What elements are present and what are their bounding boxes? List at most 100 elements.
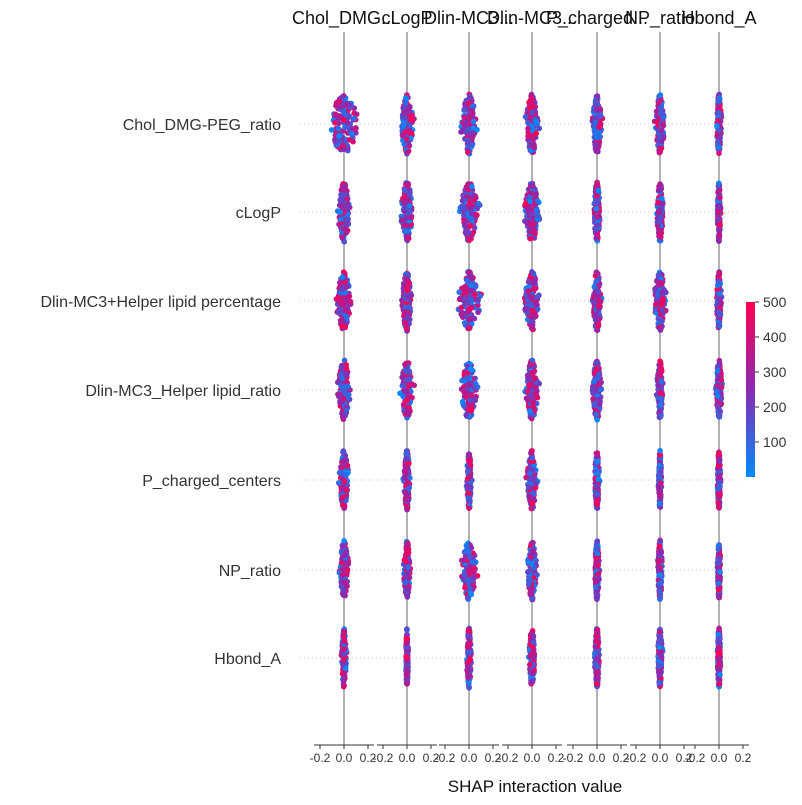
point (336, 113, 343, 119)
point (345, 216, 351, 222)
point (655, 300, 661, 306)
point (657, 227, 664, 234)
point (529, 109, 536, 116)
point (402, 489, 409, 495)
point (592, 99, 599, 105)
cell-4-1 (400, 448, 413, 513)
cell-1-3 (522, 180, 543, 242)
point (529, 455, 536, 461)
point (399, 217, 405, 223)
point (525, 119, 531, 126)
cell-1-6 (714, 180, 724, 244)
point (594, 93, 601, 99)
point (529, 501, 535, 507)
point (337, 209, 344, 216)
point (656, 219, 662, 225)
point (404, 294, 411, 300)
point (716, 180, 722, 187)
point (596, 302, 603, 309)
point (658, 362, 664, 368)
point (527, 235, 534, 242)
point (659, 201, 666, 207)
point (402, 114, 409, 121)
point (714, 393, 721, 399)
point (658, 395, 664, 401)
point (716, 297, 723, 304)
point (475, 200, 482, 207)
point (596, 124, 602, 130)
point (340, 117, 347, 123)
point (715, 405, 722, 412)
point (456, 296, 463, 303)
point (336, 133, 342, 139)
point (343, 407, 350, 414)
point (522, 306, 528, 312)
point (524, 388, 531, 394)
point (593, 359, 600, 366)
point (595, 197, 601, 204)
point (346, 293, 353, 300)
point (469, 183, 475, 190)
point (402, 470, 409, 476)
cell-5-0 (336, 538, 352, 599)
cell-1-5 (654, 181, 666, 244)
point (404, 315, 411, 321)
point (525, 133, 531, 139)
point (716, 472, 722, 479)
point (598, 386, 604, 393)
point (594, 417, 600, 423)
point (345, 124, 351, 131)
point (591, 127, 598, 133)
point (466, 230, 472, 236)
point (526, 373, 532, 379)
point (528, 211, 535, 218)
point (467, 215, 474, 222)
cell-0-1 (399, 92, 417, 157)
cell-4-0 (336, 448, 351, 512)
cell-2-5 (652, 269, 669, 333)
point (717, 203, 723, 210)
point (659, 289, 665, 296)
point (467, 366, 474, 372)
point (339, 464, 346, 471)
point (339, 323, 346, 330)
point (406, 203, 413, 209)
point (341, 449, 347, 456)
point (715, 368, 721, 374)
point (715, 500, 722, 506)
point (402, 320, 408, 326)
cell-0-3 (522, 91, 543, 155)
point (529, 448, 535, 454)
point (403, 325, 410, 332)
point (525, 126, 531, 132)
point (594, 323, 601, 330)
cell-0-2 (458, 91, 480, 157)
point (716, 233, 723, 240)
point (405, 271, 411, 278)
point (657, 311, 664, 318)
point (591, 378, 597, 385)
point (407, 208, 414, 214)
point (716, 216, 722, 222)
point (339, 375, 346, 382)
point (530, 286, 537, 292)
cell-4-2 (463, 451, 475, 512)
point (657, 495, 663, 501)
point (658, 234, 664, 240)
point (531, 144, 537, 151)
point (533, 130, 539, 137)
cell-4-3 (523, 448, 541, 512)
point (532, 391, 539, 397)
point (657, 327, 664, 333)
point (657, 402, 664, 408)
point (351, 105, 358, 111)
point (716, 493, 722, 500)
point (716, 414, 723, 420)
point (595, 288, 601, 295)
cell-0-0 (328, 93, 360, 154)
point (467, 316, 474, 322)
point (593, 366, 600, 372)
point (470, 133, 476, 140)
point (593, 226, 599, 232)
